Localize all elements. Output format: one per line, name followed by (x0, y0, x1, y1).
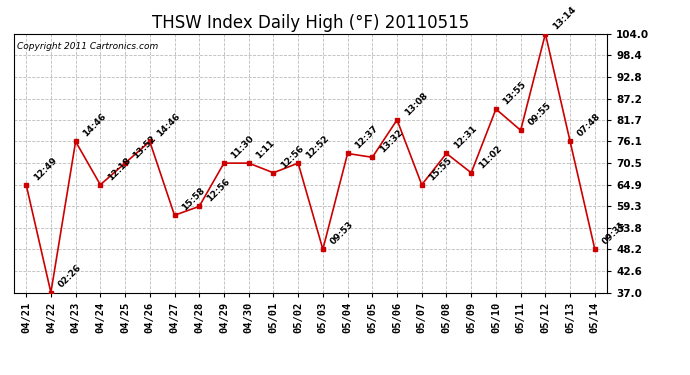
Text: 09:55: 09:55 (526, 101, 553, 128)
Text: 13:52: 13:52 (130, 134, 157, 160)
Text: 12:31: 12:31 (452, 124, 479, 151)
Text: 12:56: 12:56 (205, 177, 231, 204)
Text: 12:18: 12:18 (106, 155, 132, 182)
Text: 15:55: 15:55 (427, 155, 454, 182)
Text: Copyright 2011 Cartronics.com: Copyright 2011 Cartronics.com (17, 42, 158, 51)
Text: 07:48: 07:48 (575, 112, 602, 139)
Text: 12:56: 12:56 (279, 143, 306, 170)
Text: 14:46: 14:46 (81, 112, 108, 139)
Text: 1:11: 1:11 (254, 138, 277, 160)
Text: 12:52: 12:52 (304, 134, 331, 160)
Text: 12:37: 12:37 (353, 124, 380, 151)
Text: 14:46: 14:46 (155, 112, 182, 139)
Text: 09:53: 09:53 (328, 220, 355, 246)
Text: 13:08: 13:08 (402, 91, 429, 117)
Text: 12:49: 12:49 (32, 155, 59, 182)
Text: 11:02: 11:02 (477, 144, 503, 170)
Text: 09:31: 09:31 (600, 220, 627, 246)
Title: THSW Index Daily High (°F) 20110515: THSW Index Daily High (°F) 20110515 (152, 14, 469, 32)
Text: 02:26: 02:26 (57, 263, 83, 290)
Text: 15:58: 15:58 (180, 186, 207, 213)
Text: 13:32: 13:32 (378, 128, 404, 154)
Text: 11:30: 11:30 (230, 134, 256, 160)
Text: 13:55: 13:55 (502, 80, 528, 106)
Text: 13:14: 13:14 (551, 4, 578, 31)
